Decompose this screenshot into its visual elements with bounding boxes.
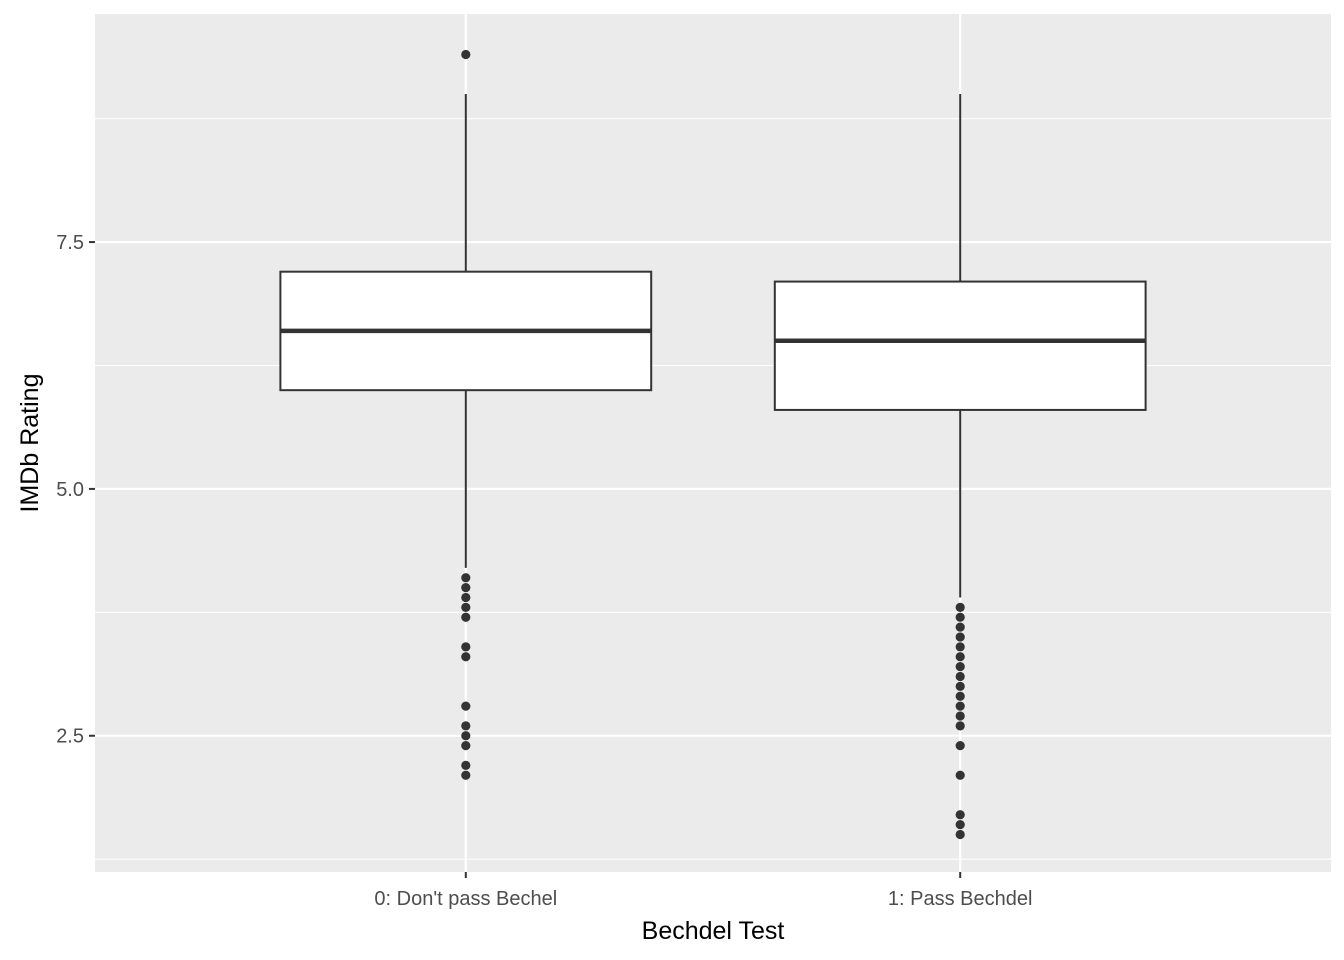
- outlier-point: [461, 49, 471, 60]
- plot-panel: [95, 14, 1331, 872]
- outlier-point: [461, 612, 471, 622]
- outlier-point: [955, 829, 965, 840]
- y-tick-label: 5.0: [56, 479, 84, 501]
- x-tick-label: 0: Don't pass Bechel: [374, 888, 557, 910]
- y-axis-title: IMDb Rating: [16, 374, 44, 513]
- outlier-point: [955, 652, 965, 662]
- outlier-point: [461, 583, 471, 593]
- outlier-point: [955, 642, 965, 652]
- outlier-point: [955, 721, 965, 731]
- y-axis: 2.5 5.0 7.5: [56, 232, 95, 748]
- outlier-point: [461, 573, 471, 583]
- y-tick-label: 2.5: [56, 726, 84, 748]
- outlier-point: [461, 770, 471, 780]
- outlier-point: [955, 622, 965, 632]
- y-tick-label: 7.5: [56, 232, 84, 254]
- outlier-point: [955, 810, 965, 820]
- x-tick-label: 1: Pass Bechdel: [888, 888, 1033, 910]
- outlier-point: [955, 662, 965, 672]
- box-iqr: [773, 280, 1147, 411]
- x-axis: 0: Don't pass Bechel 1: Pass Bechdel: [374, 872, 1032, 910]
- outlier-point: [955, 820, 965, 830]
- box-group: [773, 93, 1147, 840]
- outlier-point: [461, 602, 471, 612]
- outlier-point: [955, 602, 965, 612]
- outlier-point: [955, 671, 965, 682]
- outlier-point: [461, 721, 471, 731]
- outlier-point: [955, 701, 965, 711]
- outlier-point: [955, 681, 965, 691]
- outlier-point: [461, 652, 471, 662]
- boxplot-boxes: [279, 49, 1147, 840]
- outlier-point: [461, 701, 471, 711]
- outlier-point: [955, 691, 965, 701]
- x-axis-title: Bechdel Test: [642, 917, 785, 945]
- outlier-point: [461, 731, 471, 741]
- outlier-point: [461, 741, 471, 751]
- outlier-point: [955, 632, 965, 642]
- outlier-point: [955, 612, 965, 622]
- outlier-point: [955, 741, 965, 751]
- outlier-point: [461, 760, 471, 770]
- outlier-point: [461, 592, 471, 603]
- box-group: [279, 49, 653, 780]
- outlier-point: [955, 711, 965, 721]
- outlier-point: [461, 642, 471, 652]
- outlier-point: [955, 770, 965, 780]
